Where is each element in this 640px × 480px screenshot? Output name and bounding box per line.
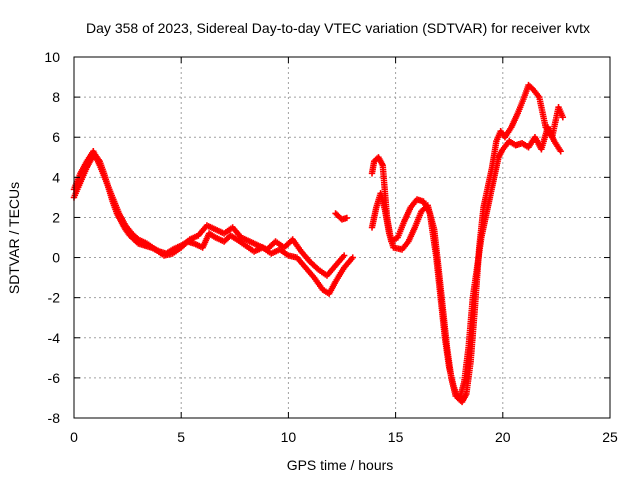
x-tick-label: 25 xyxy=(602,429,618,445)
axis-ticks: 0 5 10 15 20 25 -8 -6 -4 -2 0 2 4 6 8 10 xyxy=(44,49,618,445)
x-tick-label: 15 xyxy=(388,429,404,445)
y-tick-label: -4 xyxy=(48,330,61,346)
x-tick-label: 5 xyxy=(177,429,185,445)
chart-title: Day 358 of 2023, Sidereal Day-to-day VTE… xyxy=(86,20,590,36)
series-1 xyxy=(70,148,348,279)
y-tick-label: -2 xyxy=(48,290,61,306)
data-point xyxy=(340,252,348,259)
data-point xyxy=(557,148,564,155)
grid xyxy=(74,57,610,418)
data-point xyxy=(343,214,351,222)
y-tick-label: 4 xyxy=(52,169,60,185)
data-point xyxy=(559,113,567,121)
x-axis-label: GPS time / hours xyxy=(287,457,394,473)
y-tick-label: 10 xyxy=(44,49,60,65)
x-tick-label: 0 xyxy=(70,429,78,445)
y-tick-label: 0 xyxy=(52,250,60,266)
data-point xyxy=(349,254,356,261)
y-tick-label: -8 xyxy=(48,410,61,426)
y-tick-label: 8 xyxy=(52,89,60,105)
series-0 xyxy=(70,152,356,297)
y-axis-label: SDTVAR / TECUs xyxy=(6,182,22,294)
y-tick-label: 6 xyxy=(52,129,60,145)
data-marks xyxy=(70,81,567,406)
x-tick-label: 20 xyxy=(495,429,511,445)
y-tick-label: -6 xyxy=(48,370,61,386)
series-3 xyxy=(368,123,564,402)
y-tick-label: 2 xyxy=(52,209,60,225)
x-tick-label: 10 xyxy=(281,429,297,445)
plot-frame xyxy=(73,56,611,419)
